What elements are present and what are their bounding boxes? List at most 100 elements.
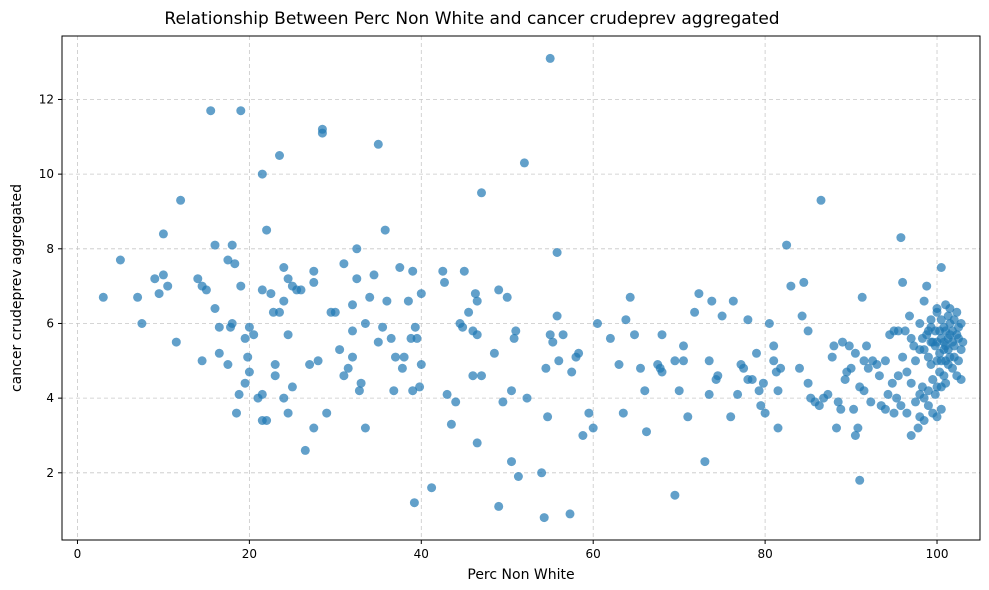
scatter-point [171, 337, 181, 347]
scatter-point [275, 151, 284, 160]
scatter-point [389, 386, 399, 396]
scatter-point [249, 330, 259, 340]
scatter-point [548, 337, 558, 347]
scatter-point [352, 244, 362, 254]
scatter-point [408, 386, 418, 396]
scatter-point [348, 352, 357, 362]
scatter-point [902, 408, 912, 418]
scatter-point [498, 397, 508, 407]
scatter-point [565, 509, 575, 519]
scatter-point [776, 363, 786, 373]
x-tick-label: 80 [757, 547, 772, 561]
scatter-point [494, 501, 504, 511]
scatter-point [923, 401, 933, 411]
scatter-point [896, 233, 906, 243]
scatter-point [769, 341, 779, 351]
scatter-point [578, 431, 588, 440]
scatter-point [509, 333, 519, 343]
scatter-point [905, 311, 914, 321]
scatter-point [836, 404, 846, 414]
scatter-point [823, 389, 833, 399]
scatter-point [752, 348, 761, 358]
scatter-point [322, 408, 332, 418]
scatter-point [833, 397, 843, 407]
scatter-point [588, 423, 598, 433]
scatter-point [552, 248, 562, 257]
scatter-point [339, 259, 349, 269]
scatter-point [625, 292, 635, 302]
scatter-point [853, 423, 863, 433]
scatter-point [201, 285, 211, 295]
scatter-point [115, 255, 125, 265]
scatter-point [348, 300, 357, 310]
scatter-point [670, 356, 680, 366]
scatter-point [883, 389, 893, 399]
scatter-point [232, 408, 241, 418]
scatter-point [399, 352, 409, 362]
scatter-point [360, 423, 370, 433]
scatter-point [427, 483, 437, 493]
scatter-point [923, 386, 933, 396]
scatter-point [956, 345, 966, 355]
scatter-point [283, 274, 293, 284]
scatter-point [827, 352, 837, 362]
scatter-point [244, 367, 254, 377]
scatter-point [309, 266, 319, 276]
scatter-point [227, 240, 237, 250]
scatter-point [614, 360, 624, 369]
scatter-point [743, 315, 753, 325]
x-tick-label: 0 [74, 547, 82, 561]
scatter-point [158, 229, 168, 239]
scatter-point [412, 333, 422, 343]
scatter-point [494, 285, 504, 295]
scatter-point [893, 371, 903, 381]
scatter-point [844, 341, 854, 351]
scatter-point [786, 281, 796, 291]
scatter-point [948, 363, 957, 373]
scatter-point [803, 326, 813, 336]
scatter-point [859, 386, 869, 396]
scatter-point [928, 375, 938, 384]
scatter-point [932, 307, 942, 317]
scatter-point [296, 285, 306, 295]
scatter-point [898, 277, 908, 287]
scatter-point [859, 356, 869, 366]
scatter-point [919, 296, 929, 306]
scatter-point [930, 389, 940, 399]
scatter-point [403, 296, 413, 306]
scatter-point [694, 289, 704, 299]
scatter-point [472, 330, 482, 340]
scatter-point [958, 337, 968, 347]
scatter-point [378, 322, 388, 332]
scatter-point [236, 281, 246, 291]
scatter-point [902, 367, 912, 377]
scatter-point [874, 371, 884, 381]
scatter-point [552, 311, 562, 321]
scatter-point [754, 386, 764, 396]
scatter-point [386, 333, 396, 343]
scatter-point [922, 281, 932, 291]
scatter-point [640, 386, 650, 396]
scatter-point [446, 419, 456, 429]
scatter-point [98, 292, 108, 302]
scatter-point [704, 389, 714, 399]
y-tick-label: 2 [46, 466, 54, 480]
scatter-point [458, 322, 468, 332]
scatter-point [438, 266, 448, 276]
scatter-point [537, 468, 547, 478]
scatter-point [707, 296, 717, 306]
scatter-point [636, 363, 645, 373]
scatter-point [866, 397, 876, 407]
scatter-point [416, 360, 426, 369]
scatter-point [657, 330, 667, 340]
scatter-point [728, 296, 738, 306]
scatter-point [906, 378, 916, 388]
scatter-point [674, 386, 684, 396]
scatter-point [932, 412, 942, 422]
scatter-point [270, 371, 280, 381]
scatter-point [670, 490, 680, 500]
scatter-point [758, 378, 768, 388]
scatter-point [197, 356, 207, 366]
scatter-point [257, 169, 267, 179]
scatter-point [936, 404, 946, 414]
